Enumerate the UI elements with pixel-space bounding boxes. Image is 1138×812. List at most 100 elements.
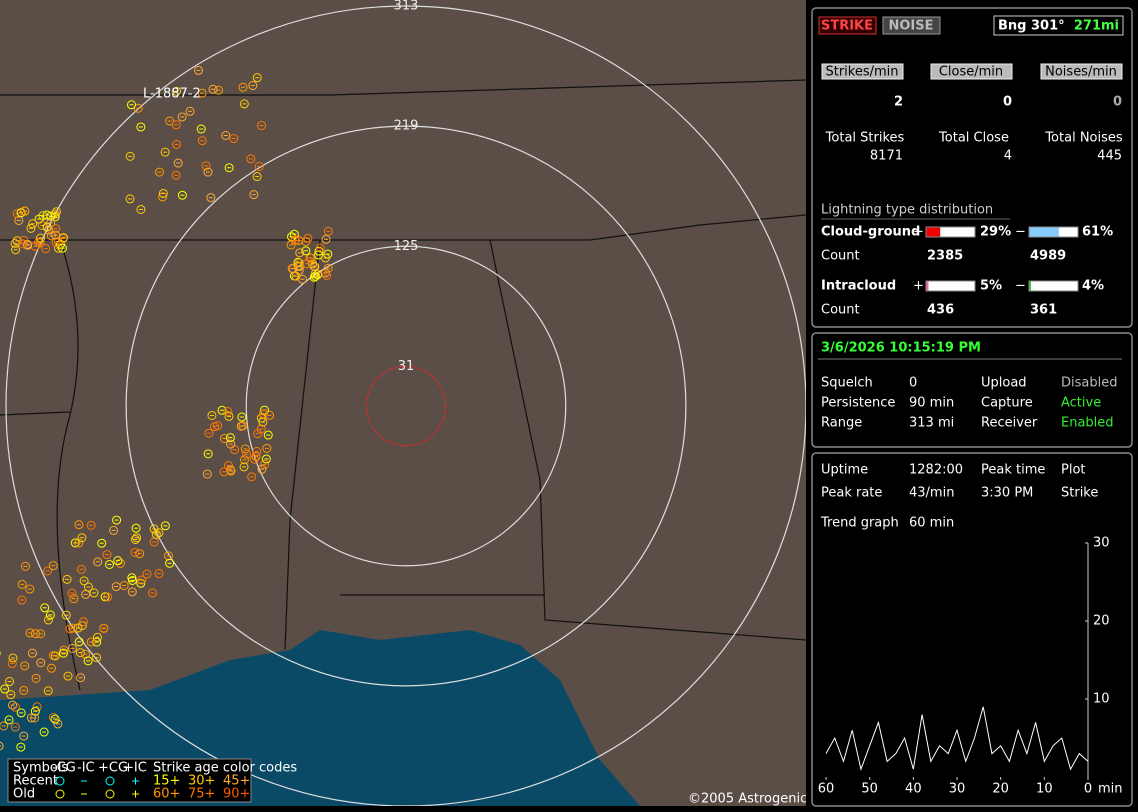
strike-symbol — [309, 272, 319, 282]
strike-symbol — [160, 521, 170, 531]
strike-symbol — [239, 462, 249, 472]
strike-ring — [158, 188, 168, 198]
strike-ring — [172, 86, 182, 96]
strike-symbol — [10, 722, 20, 732]
strike-ring — [131, 523, 141, 533]
strike-symbol — [92, 653, 102, 663]
strike-ring — [76, 564, 86, 574]
strike-symbols — [0, 65, 333, 752]
strike-ring — [31, 673, 41, 683]
strike-button-label: STRIKE — [821, 19, 873, 34]
strike-symbol — [51, 224, 61, 234]
strike-ring — [240, 444, 250, 454]
strike-ring — [148, 588, 158, 598]
strike-symbol — [109, 525, 119, 535]
pct-track — [926, 281, 975, 291]
strike-ring — [320, 268, 330, 278]
strike-symbol — [196, 124, 206, 134]
rate-button — [1040, 63, 1123, 80]
strike-symbol — [25, 628, 35, 638]
strike-ring — [20, 661, 30, 671]
range-rings: 313 219 125 31 — [5, 0, 806, 806]
strike-ring — [323, 226, 333, 236]
pct-frame — [1028, 226, 1079, 238]
stat-cell: Uptime — [821, 463, 868, 478]
strike-ring — [92, 632, 102, 642]
strike-symbol — [44, 225, 54, 235]
strike-ring — [26, 223, 36, 233]
strike-ring — [303, 233, 313, 243]
strike-symbol — [301, 246, 311, 256]
strike-symbol — [219, 467, 229, 477]
strike-ring — [19, 731, 29, 741]
strike-ring — [97, 538, 107, 548]
ring-label: 31 — [398, 359, 415, 374]
stat-cell: Peak rate — [821, 486, 882, 501]
strike-ring — [78, 617, 88, 627]
strike-symbol — [225, 433, 235, 443]
x-tick-label: 40 — [905, 782, 922, 797]
strike-symbol — [249, 190, 259, 200]
strike-symbol — [86, 637, 96, 647]
strike-ring — [28, 219, 38, 229]
panel — [811, 7, 1133, 328]
rate-button — [821, 63, 904, 80]
strike-ring — [310, 271, 320, 281]
strike-symbol — [171, 120, 181, 130]
strike-symbol — [239, 99, 249, 109]
strike-ring — [53, 719, 63, 729]
strike-symbol — [93, 557, 103, 567]
distance: 271mi — [1074, 19, 1119, 34]
strike-ring — [23, 240, 33, 250]
strike-button[interactable] — [818, 16, 877, 35]
strike-ring — [40, 603, 50, 613]
strike-ring — [154, 569, 164, 579]
strike-ring — [89, 588, 99, 598]
strike-symbol — [48, 561, 58, 571]
strike-ring — [58, 648, 68, 658]
strike-ring — [201, 161, 211, 171]
strike-ring — [12, 236, 22, 246]
strike-ring — [51, 238, 61, 248]
strike-symbol — [207, 410, 217, 420]
strike-ring — [59, 645, 69, 655]
strike-ring — [173, 158, 183, 168]
strike-symbol — [8, 700, 18, 710]
strike-ring — [20, 206, 30, 216]
strike-symbol — [42, 210, 52, 220]
strike-ring — [50, 651, 60, 661]
strike-ring — [185, 106, 195, 116]
age-code: 90+ — [223, 787, 250, 802]
legend-type: +IC — [123, 761, 147, 776]
strike-symbol — [47, 663, 57, 673]
status-cell: Active — [1061, 396, 1101, 411]
strike-symbol — [213, 421, 223, 431]
total-value: 4 — [1004, 149, 1012, 164]
strike-symbol — [86, 520, 96, 530]
pct-track — [926, 227, 975, 237]
strike-symbol — [20, 661, 30, 671]
strike-ring — [177, 112, 187, 122]
strike-ring — [154, 528, 164, 538]
strike-symbol — [76, 673, 86, 683]
strike-ring — [83, 582, 93, 592]
strike-ring — [239, 462, 249, 472]
strike-ring — [51, 207, 61, 217]
strike-symbol — [303, 233, 313, 243]
strike-ring — [207, 410, 217, 420]
strike-symbol — [67, 643, 77, 653]
strike-symbol — [320, 268, 330, 278]
strike-symbol — [40, 603, 50, 613]
ring-label: 125 — [394, 239, 419, 254]
strike-ring — [86, 637, 96, 647]
strike-symbol — [50, 651, 60, 661]
strike-ring — [224, 163, 234, 173]
noise-button[interactable] — [882, 16, 941, 35]
strike-symbol — [257, 464, 267, 474]
ring-label: 313 — [394, 0, 419, 14]
strike-symbol — [39, 727, 49, 737]
strike-ring — [323, 263, 333, 273]
stat-cell: Strike — [1061, 486, 1098, 501]
strike-ring — [172, 139, 182, 149]
strike-symbol — [104, 559, 114, 569]
